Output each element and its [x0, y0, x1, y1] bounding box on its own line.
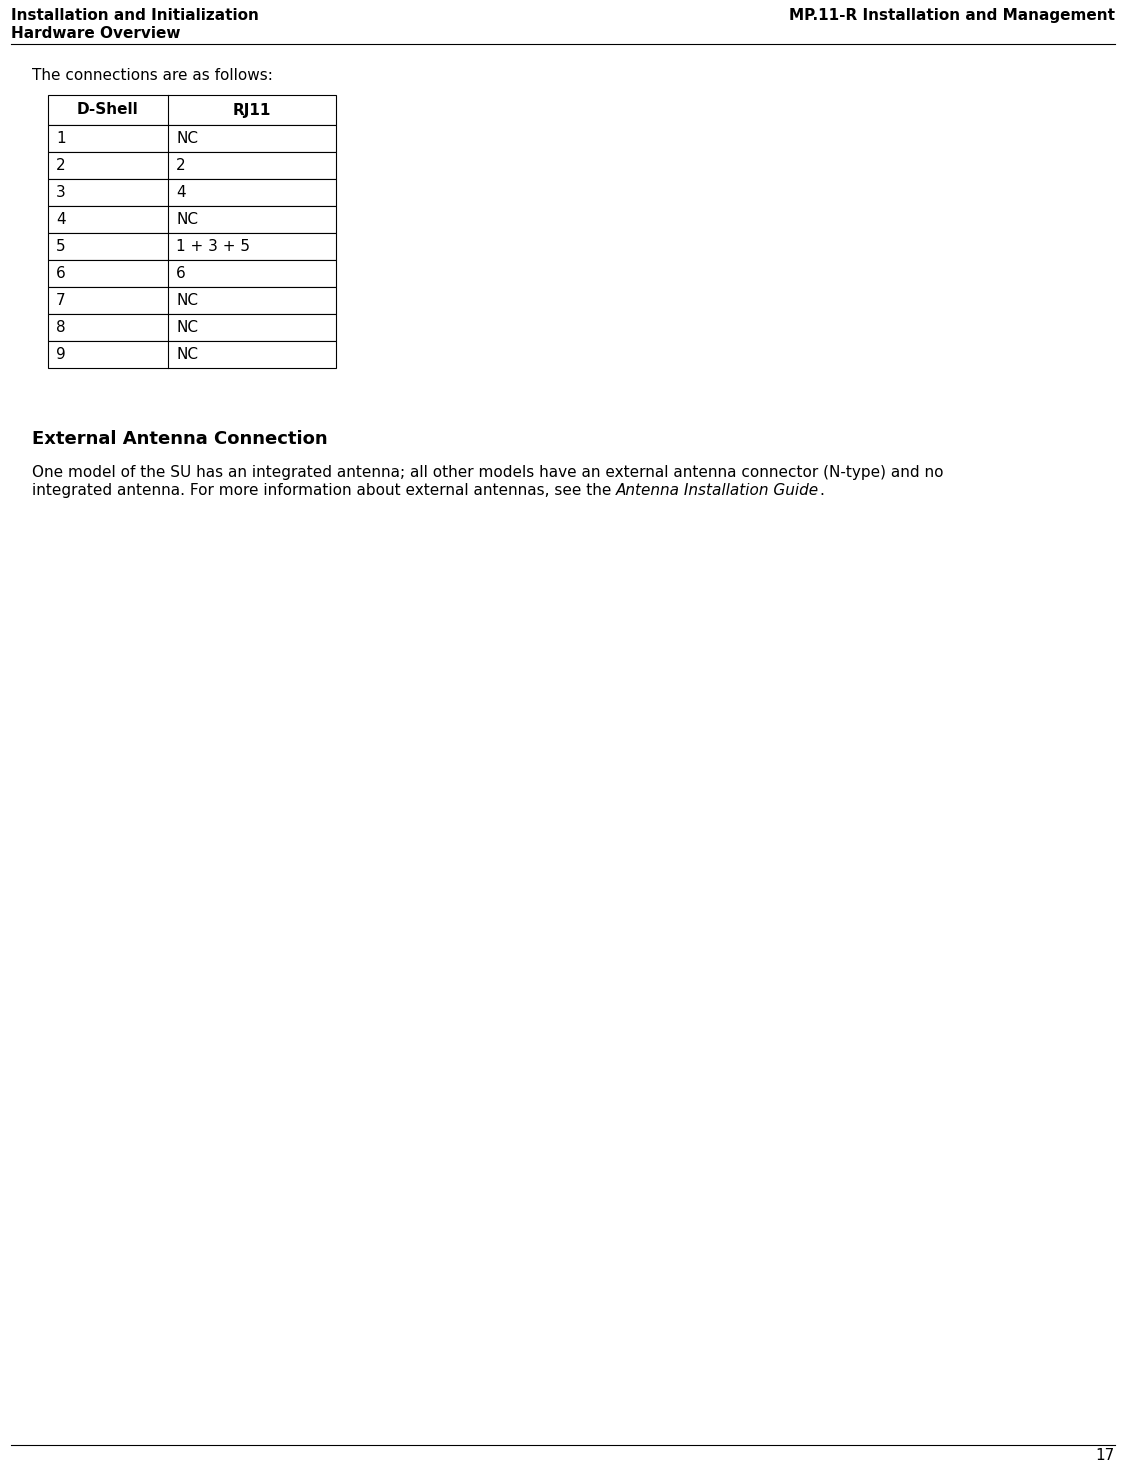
- Text: NC: NC: [176, 131, 198, 145]
- Text: 2: 2: [56, 159, 65, 173]
- Text: 3: 3: [56, 185, 65, 200]
- Text: Installation and Initialization: Installation and Initialization: [11, 7, 259, 23]
- Text: 4: 4: [176, 185, 186, 200]
- Text: 8: 8: [56, 320, 65, 335]
- Bar: [48, 125, 336, 153]
- Text: 4: 4: [56, 211, 65, 228]
- Text: 7: 7: [56, 294, 65, 308]
- Bar: [48, 260, 336, 288]
- Text: External Antenna Connection: External Antenna Connection: [32, 430, 328, 448]
- Bar: [48, 179, 336, 206]
- Text: D-Shell: D-Shell: [77, 103, 138, 117]
- Text: NC: NC: [176, 346, 198, 363]
- Text: The connections are as follows:: The connections are as follows:: [32, 68, 272, 84]
- Bar: [48, 341, 336, 368]
- Text: One model of the SU has an integrated antenna; all other models have an external: One model of the SU has an integrated an…: [32, 465, 944, 480]
- Text: 6: 6: [176, 266, 186, 280]
- Text: .: .: [819, 483, 824, 498]
- Bar: [48, 206, 336, 233]
- Text: 17: 17: [1096, 1447, 1115, 1464]
- Text: RJ11: RJ11: [233, 103, 271, 117]
- Text: 5: 5: [56, 239, 65, 254]
- Text: 6: 6: [56, 266, 65, 280]
- Text: integrated antenna. For more information about external antennas, see the: integrated antenna. For more information…: [32, 483, 616, 498]
- Bar: [48, 233, 336, 260]
- Text: NC: NC: [176, 211, 198, 228]
- Bar: [48, 153, 336, 179]
- Text: Hardware Overview: Hardware Overview: [11, 26, 181, 41]
- Text: 1: 1: [56, 131, 65, 145]
- Text: NC: NC: [176, 320, 198, 335]
- Text: NC: NC: [176, 294, 198, 308]
- Bar: [48, 314, 336, 341]
- Text: 9: 9: [56, 346, 65, 363]
- Text: 2: 2: [176, 159, 186, 173]
- Text: Antenna Installation Guide: Antenna Installation Guide: [616, 483, 819, 498]
- Bar: [48, 95, 336, 125]
- Text: MP.11-R Installation and Management: MP.11-R Installation and Management: [788, 7, 1115, 23]
- Text: 1 + 3 + 5: 1 + 3 + 5: [176, 239, 250, 254]
- Bar: [48, 288, 336, 314]
